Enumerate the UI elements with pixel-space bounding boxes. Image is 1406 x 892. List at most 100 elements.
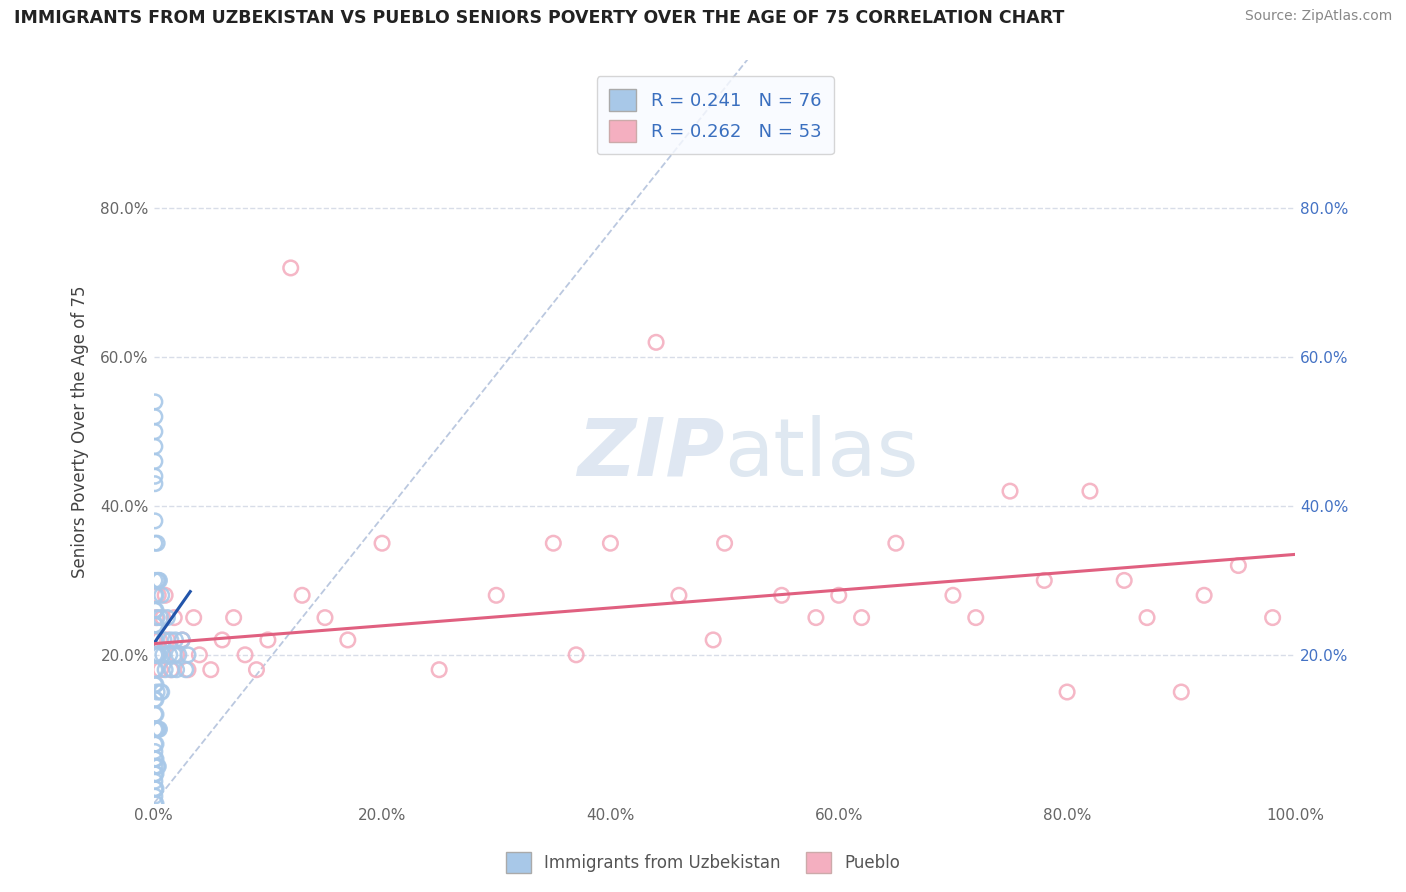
Point [148, 632, 170, 647]
Point [156, 610, 179, 624]
Point [851, 610, 873, 624]
Point [336, 632, 359, 647]
Point [148, 588, 170, 602]
Point [245, 663, 267, 677]
Point [148, 648, 170, 662]
Point [160, 663, 183, 677]
Point [149, 685, 172, 699]
Point [143, 409, 166, 424]
Point [145, 677, 167, 691]
Point [599, 536, 621, 550]
Point [143, 797, 166, 811]
Point [143, 707, 166, 722]
Point [143, 737, 166, 751]
Point [143, 745, 166, 759]
Point [145, 618, 167, 632]
Point [1170, 685, 1192, 699]
Point [485, 588, 508, 602]
Point [222, 610, 245, 624]
Point [145, 767, 167, 781]
Text: IMMIGRANTS FROM UZBEKISTAN VS PUEBLO SENIORS POVERTY OVER THE AGE OF 75 CORRELAT: IMMIGRANTS FROM UZBEKISTAN VS PUEBLO SEN… [14, 9, 1064, 27]
Point [174, 663, 197, 677]
Point [314, 610, 336, 624]
Point [146, 610, 169, 624]
Point [183, 610, 205, 624]
Point [148, 723, 170, 737]
Point [143, 789, 166, 804]
Point [188, 648, 211, 662]
Point [143, 632, 166, 647]
Point [153, 663, 176, 677]
Point [146, 759, 169, 773]
Point [291, 588, 314, 602]
Point [1114, 574, 1136, 588]
Point [280, 260, 302, 275]
Point [143, 618, 166, 632]
Text: ZIP: ZIP [578, 415, 724, 493]
Point [149, 663, 172, 677]
Point [148, 723, 170, 737]
Point [150, 685, 173, 699]
Point [146, 685, 169, 699]
Text: Source: ZipAtlas.com: Source: ZipAtlas.com [1244, 9, 1392, 23]
Point [143, 440, 166, 454]
Point [143, 752, 166, 766]
Point [668, 588, 690, 602]
Point [143, 476, 166, 491]
Point [1227, 558, 1250, 573]
Point [713, 536, 735, 550]
Point [172, 632, 194, 647]
Point [177, 663, 200, 677]
Point [148, 759, 170, 773]
Point [143, 588, 166, 602]
Point [145, 648, 167, 662]
Point [770, 588, 793, 602]
Point [166, 648, 188, 662]
Point [211, 632, 233, 647]
Point [145, 781, 167, 796]
Point [146, 574, 169, 588]
Point [143, 723, 166, 737]
Legend: Immigrants from Uzbekistan, Pueblo: Immigrants from Uzbekistan, Pueblo [499, 846, 907, 880]
Point [145, 752, 167, 766]
Point [1056, 685, 1078, 699]
Point [1192, 588, 1215, 602]
Point [159, 648, 181, 662]
Point [143, 603, 166, 617]
Point [1033, 574, 1056, 588]
Point [146, 648, 169, 662]
Point [143, 648, 166, 662]
Point [1078, 484, 1101, 499]
Point [1136, 610, 1159, 624]
Point [145, 603, 167, 617]
Point [143, 425, 166, 439]
Point [143, 536, 166, 550]
Point [965, 610, 987, 624]
Point [148, 648, 170, 662]
Point [149, 610, 172, 624]
Point [200, 663, 222, 677]
Point [257, 632, 280, 647]
Point [143, 514, 166, 528]
Point [163, 610, 186, 624]
Point [148, 574, 170, 588]
Point [160, 663, 183, 677]
Point [146, 648, 169, 662]
Point [143, 454, 166, 468]
Point [150, 588, 173, 602]
Point [143, 395, 166, 409]
Point [166, 663, 188, 677]
Point [565, 648, 588, 662]
Point [153, 632, 176, 647]
Point [942, 588, 965, 602]
Point [145, 588, 167, 602]
Point [145, 632, 167, 647]
Point [143, 632, 166, 647]
Point [160, 632, 183, 647]
Point [156, 632, 179, 647]
Point [828, 588, 851, 602]
Point [167, 648, 190, 662]
Point [804, 610, 827, 624]
Point [152, 648, 174, 662]
Point [143, 759, 166, 773]
